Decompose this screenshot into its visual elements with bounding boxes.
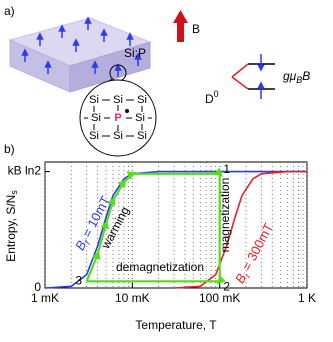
field-arrow: [173, 10, 188, 42]
material-label: Si:P: [124, 46, 146, 60]
level-base: D: [205, 92, 214, 106]
atom: Si: [113, 94, 123, 106]
energy-levels: [231, 54, 275, 99]
step-label: 3: [75, 273, 82, 287]
y-axis-label: Entropy, S/Ns: [4, 190, 19, 262]
atom: Si: [135, 112, 145, 124]
x-tick-label: 100 mK: [199, 291, 240, 305]
atom: Si: [137, 130, 147, 142]
curve-label-sub: i: [243, 272, 253, 279]
x-tick-label: 1 K: [298, 291, 316, 305]
dopant: P: [114, 112, 121, 124]
step-label: 1: [223, 162, 230, 176]
splitting-tail: B: [302, 69, 310, 83]
atom: Si: [113, 130, 123, 142]
atom: Si: [89, 130, 99, 142]
splitting-head: gμ: [283, 69, 297, 83]
panel-label: b): [4, 142, 15, 156]
x-tick-label: 1 mK: [31, 291, 59, 305]
atom: Si: [89, 94, 99, 106]
lattice: Si Si Si Si P Si Si Si Si: [79, 79, 157, 157]
y-tick-label: 0: [34, 280, 41, 294]
field-label: B: [192, 22, 200, 36]
curve-label-sub: f: [83, 238, 94, 246]
level-label: D0: [205, 89, 219, 106]
atom: Si: [91, 112, 101, 124]
cycle-path: [85, 167, 226, 285]
atom: Si: [137, 94, 147, 106]
panel-label: a): [4, 4, 15, 18]
sample-slab: [8, 16, 152, 93]
x-axis-label: Temperature, T: [135, 318, 217, 332]
splitting-label: gμBB: [283, 69, 310, 85]
splitting-sub: B: [296, 75, 302, 85]
level-sup: 0: [214, 89, 219, 99]
annotation: demagnetization: [116, 260, 204, 274]
y-label-sub: s: [9, 190, 19, 195]
step-label: 2: [223, 279, 230, 293]
y-tick-label: kB ln2: [8, 164, 42, 178]
curve-label: Bi = 300mT: [232, 221, 278, 287]
annotation: magnetization: [218, 178, 232, 253]
curve-label-rest: = 300mT: [237, 221, 276, 277]
y-label-text: Entropy, S/N: [4, 195, 18, 262]
x-tick-label: 10 mK: [115, 291, 150, 305]
